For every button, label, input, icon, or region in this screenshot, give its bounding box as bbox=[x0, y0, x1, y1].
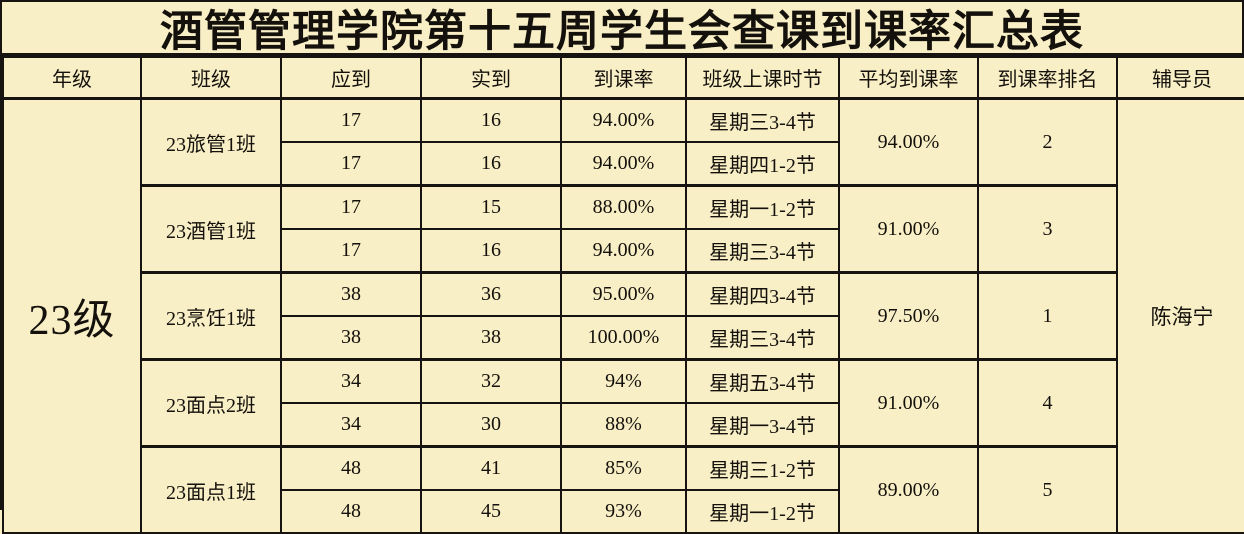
avg-rate-cell: 94.00% bbox=[838, 97, 979, 187]
class-session-cell: 星期三3-4节 bbox=[685, 228, 840, 274]
class-session-cell: 星期四1-2节 bbox=[685, 141, 840, 187]
actual-count-cell: 16 bbox=[420, 141, 562, 187]
class-session-cell: 星期三3-4节 bbox=[685, 315, 840, 361]
avg-rate-cell: 91.00% bbox=[838, 358, 979, 448]
col-header-rank: 到课率排名 bbox=[977, 56, 1118, 100]
expected-count-cell: 34 bbox=[280, 402, 422, 448]
attendance-rate-cell: 94.00% bbox=[560, 97, 687, 143]
attendance-rate-cell: 94.00% bbox=[560, 228, 687, 274]
col-header-avg-rate: 平均到课率 bbox=[838, 56, 979, 100]
actual-count-cell: 32 bbox=[420, 358, 562, 404]
avg-rate-cell: 89.00% bbox=[838, 445, 979, 534]
actual-count-cell: 30 bbox=[420, 402, 562, 448]
actual-count-cell: 36 bbox=[420, 271, 562, 317]
col-header-expected: 应到 bbox=[280, 56, 422, 100]
expected-count-cell: 17 bbox=[280, 228, 422, 274]
class-name-cell: 23旅管1班 bbox=[140, 97, 282, 187]
class-name-cell: 23面点2班 bbox=[140, 358, 282, 448]
avg-rate-cell: 97.50% bbox=[838, 271, 979, 361]
col-header-class: 班级 bbox=[140, 56, 282, 100]
class-name-cell: 23酒管1班 bbox=[140, 184, 282, 274]
expected-count-cell: 34 bbox=[280, 358, 422, 404]
attendance-table: 年级 班级 应到 实到 到课率 班级上课时节 平均到课率 到课率排名 辅导员 2… bbox=[2, 56, 1244, 534]
class-session-cell: 星期五3-4节 bbox=[685, 358, 840, 404]
rank-cell: 1 bbox=[977, 271, 1118, 361]
expected-count-cell: 17 bbox=[280, 141, 422, 187]
expected-count-cell: 38 bbox=[280, 315, 422, 361]
attendance-rate-cell: 100.00% bbox=[560, 315, 687, 361]
avg-rate-cell: 91.00% bbox=[838, 184, 979, 274]
attendance-table-body: 23级 23旅管1班 17 16 94.00% 星期三3-4节 94.00% 2 陈海宁 17 16… bbox=[2, 97, 1244, 534]
attendance-rate-cell: 88% bbox=[560, 402, 687, 448]
attendance-rate-cell: 94.00% bbox=[560, 141, 687, 187]
expected-count-cell: 38 bbox=[280, 271, 422, 317]
page-title: 酒管管理学院第十五周学生会查课到课率汇总表 bbox=[2, 2, 1242, 56]
actual-count-cell: 16 bbox=[420, 228, 562, 274]
col-header-session: 班级上课时节 bbox=[685, 56, 840, 100]
rank-cell: 4 bbox=[977, 358, 1118, 448]
expected-count-cell: 48 bbox=[280, 445, 422, 491]
table-row: 23面点2班 34 32 94% 星期五3-4节 91.00% 4 bbox=[3, 358, 1244, 448]
attendance-rate-cell: 88.00% bbox=[560, 184, 687, 230]
col-header-actual: 实到 bbox=[420, 56, 562, 100]
table-row: 23烹饪1班 38 36 95.00% 星期四3-4节 97.50% 1 bbox=[3, 271, 1244, 361]
class-name-cell: 23烹饪1班 bbox=[140, 271, 282, 361]
class-session-cell: 星期一3-4节 bbox=[685, 402, 840, 448]
class-session-cell: 星期三1-2节 bbox=[685, 445, 840, 491]
table-row: 23酒管1班 17 15 88.00% 星期一1-2节 91.00% 3 bbox=[3, 184, 1244, 274]
rank-cell: 5 bbox=[977, 445, 1118, 534]
class-session-cell: 星期三3-4节 bbox=[685, 97, 840, 143]
attendance-rate-cell: 95.00% bbox=[560, 271, 687, 317]
expected-count-cell: 48 bbox=[280, 489, 422, 534]
class-session-cell: 星期一1-2节 bbox=[685, 489, 840, 534]
actual-count-cell: 16 bbox=[420, 97, 562, 143]
counselor-cell: 陈海宁 bbox=[1116, 97, 1244, 534]
table-row: 23面点1班 48 41 85% 星期三1-2节 89.00% 5 bbox=[3, 445, 1244, 534]
rank-cell: 3 bbox=[977, 184, 1118, 274]
col-header-counselor: 辅导员 bbox=[1116, 56, 1244, 100]
class-session-cell: 星期四3-4节 bbox=[685, 271, 840, 317]
actual-count-cell: 38 bbox=[420, 315, 562, 361]
table-row: 23级 23旅管1班 17 16 94.00% 星期三3-4节 94.00% 2 陈海宁 bbox=[2, 97, 1244, 534]
table-row: 17 16 94.00% 星期三3-4节 bbox=[3, 228, 1244, 274]
actual-count-cell: 15 bbox=[420, 184, 562, 230]
class-session-cell: 星期一1-2节 bbox=[685, 184, 840, 230]
expected-count-cell: 17 bbox=[280, 184, 422, 230]
class-name-cell: 23面点1班 bbox=[140, 445, 282, 534]
attendance-rate-cell: 93% bbox=[560, 489, 687, 534]
rank-cell: 2 bbox=[977, 97, 1118, 187]
col-header-rate: 到课率 bbox=[560, 56, 687, 100]
table-row: 34 30 88% 星期一3-4节 bbox=[3, 402, 1244, 448]
actual-count-cell: 41 bbox=[420, 445, 562, 491]
col-header-grade: 年级 bbox=[2, 56, 142, 100]
grade-cell: 23级 bbox=[2, 97, 142, 534]
expected-count-cell: 17 bbox=[280, 97, 422, 143]
table-row: 17 16 94.00% 星期四1-2节 bbox=[3, 141, 1244, 187]
attendance-rate-cell: 94% bbox=[560, 358, 687, 404]
table-row: 38 38 100.00% 星期三3-4节 bbox=[3, 315, 1244, 361]
attendance-rate-cell: 85% bbox=[560, 445, 687, 491]
header-row: 年级 班级 应到 实到 到课率 班级上课时节 平均到课率 到课率排名 辅导员 bbox=[2, 56, 1244, 100]
actual-count-cell: 45 bbox=[420, 489, 562, 534]
